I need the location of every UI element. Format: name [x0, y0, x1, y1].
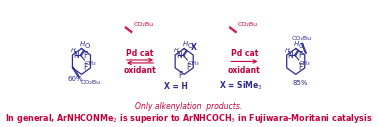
Text: X = SiMe$_3$: X = SiMe$_3$: [218, 80, 262, 92]
Text: CO₂Bu: CO₂Bu: [238, 22, 258, 27]
Text: N: N: [288, 51, 293, 60]
Text: F: F: [298, 63, 302, 72]
Text: 85%: 85%: [292, 80, 307, 86]
Text: CH₃: CH₃: [187, 61, 199, 66]
Text: F: F: [84, 51, 88, 60]
Text: H: H: [294, 41, 299, 47]
Text: X = H: X = H: [164, 82, 188, 91]
Text: F: F: [298, 51, 302, 60]
Text: H: H: [80, 41, 85, 47]
Text: F: F: [84, 63, 88, 72]
Text: Only alkenylation  products.: Only alkenylation products.: [135, 102, 243, 111]
Text: 60%: 60%: [67, 76, 83, 82]
Text: oxidant: oxidant: [124, 66, 156, 75]
Text: H: H: [71, 48, 76, 53]
Text: N: N: [73, 51, 79, 60]
Text: F: F: [178, 71, 183, 80]
Text: O: O: [84, 43, 90, 49]
Text: F: F: [186, 63, 191, 72]
Text: CH₃: CH₃: [299, 61, 310, 66]
Text: CO₂Bu: CO₂Bu: [134, 22, 154, 27]
Text: Pd cat: Pd cat: [231, 49, 258, 58]
Text: O: O: [299, 43, 304, 49]
Text: CH₃: CH₃: [84, 61, 96, 66]
Text: CO₂Bu: CO₂Bu: [291, 36, 311, 41]
Text: H: H: [182, 41, 187, 47]
Text: H: H: [285, 48, 290, 53]
Text: Pd cat: Pd cat: [126, 49, 154, 58]
Text: In general, ArNHCONMe$_2$ is superior to ArNHCOCH$_3$ in Fujiwara-Moritani catal: In general, ArNHCONMe$_2$ is superior to…: [5, 112, 373, 125]
Text: O: O: [187, 43, 192, 49]
Text: oxidant: oxidant: [228, 66, 261, 75]
Text: X: X: [191, 43, 197, 52]
Text: N: N: [176, 51, 182, 60]
Text: H: H: [174, 48, 178, 53]
Text: CO₂Bu: CO₂Bu: [81, 80, 101, 85]
